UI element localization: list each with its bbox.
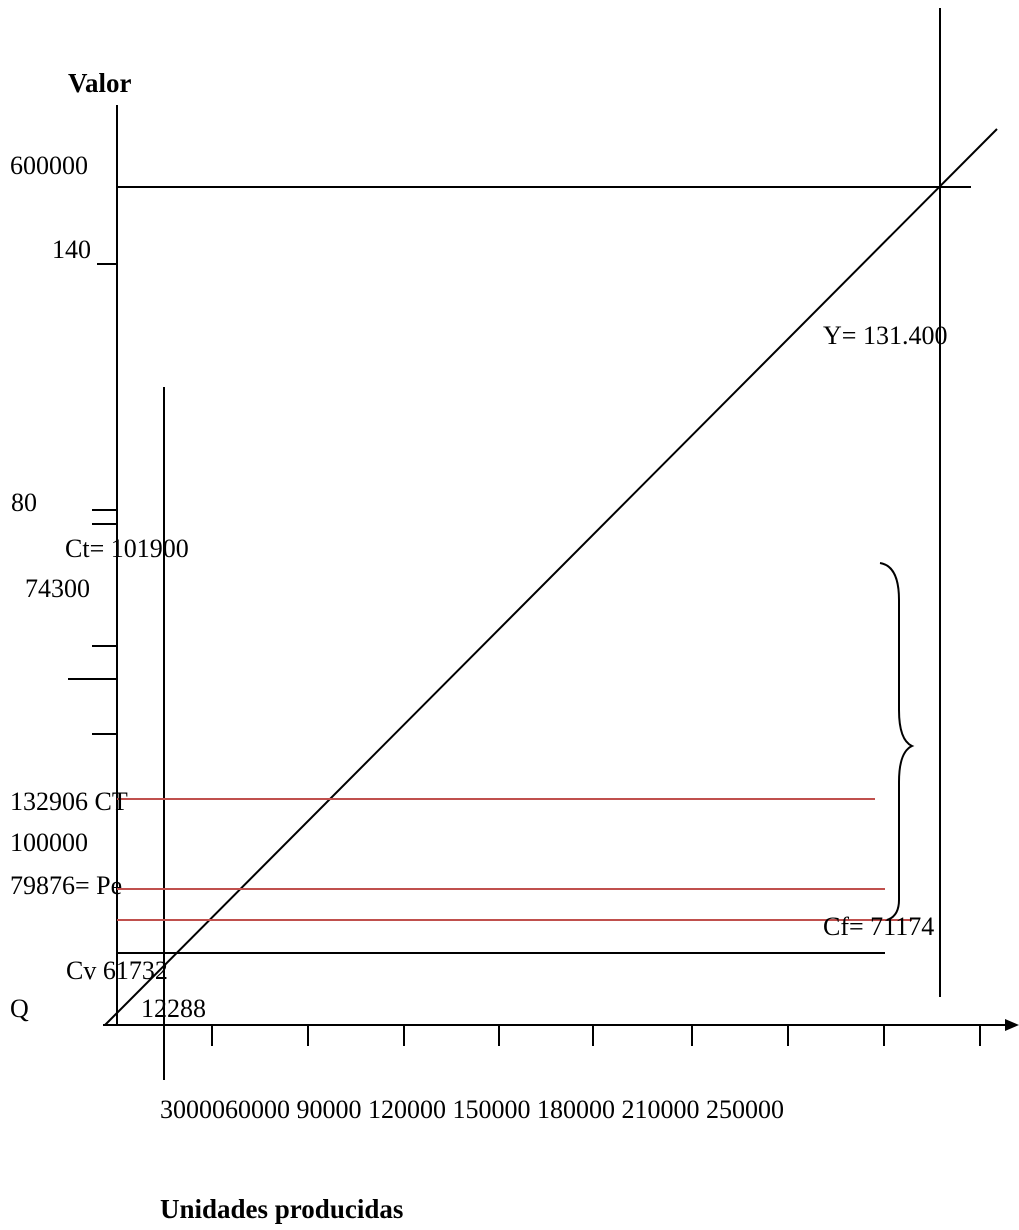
x-axis-title: Unidades producidas: [160, 1194, 404, 1224]
units-annotation: 12288: [141, 994, 206, 1023]
y-label-140: 140: [52, 235, 91, 264]
y-annotation: Y= 131.400: [823, 321, 948, 350]
ct-annotation: Ct= 101900: [65, 534, 189, 563]
y-axis-title: Valor: [68, 68, 132, 98]
y-label-600000: 600000: [10, 151, 88, 180]
y-label-132906-ct: 132906 CT: [10, 787, 128, 816]
y-label-79876-pe: 79876= Pe: [10, 871, 123, 900]
q-label: Q: [10, 994, 29, 1023]
y-label-80: 80: [11, 488, 37, 517]
brace: [879, 562, 915, 921]
x-ticks: [211, 1025, 981, 1046]
y-label-100000: 100000: [10, 828, 88, 857]
cf-annotation: Cf= 71174: [823, 912, 935, 941]
y-label-74300: 74300: [25, 574, 90, 603]
x-axis-arrow: [1005, 1019, 1019, 1031]
x-tick-labels: 3000060000 90000 120000 150000 180000 21…: [160, 1095, 784, 1124]
cv-annotation: Cv 61732: [66, 956, 168, 985]
revenue-diagonal-line: [104, 128, 998, 1026]
